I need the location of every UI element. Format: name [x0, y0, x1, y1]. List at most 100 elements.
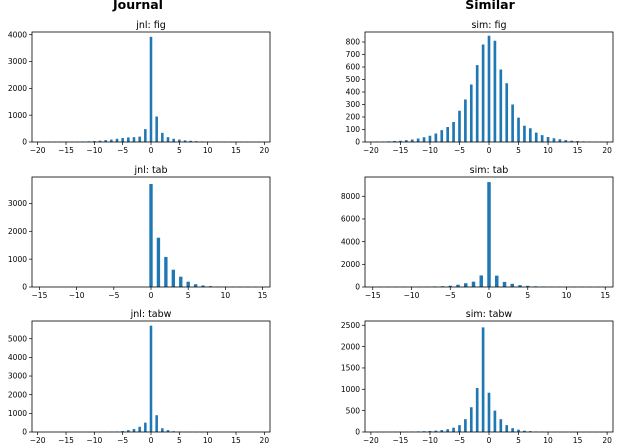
histogram-bar	[155, 116, 158, 142]
histogram-bar	[149, 325, 153, 432]
x-tick-label: −20	[363, 146, 379, 155]
x-tick-label: 5	[516, 146, 521, 155]
histogram-bar	[428, 135, 432, 142]
histogram-bar	[481, 327, 485, 432]
histogram-bar	[410, 139, 414, 142]
x-tick-label: 0	[487, 146, 492, 155]
y-tick-label: 5000	[8, 334, 27, 343]
histogram-bar	[452, 122, 455, 142]
histogram-bar	[161, 428, 164, 432]
histogram-bar	[132, 137, 136, 142]
histogram-bar	[440, 430, 444, 432]
histogram-bar	[155, 415, 158, 432]
y-tick-label: 2500	[341, 321, 360, 330]
histogram-bar	[517, 117, 520, 143]
y-tick-label: 500	[346, 75, 361, 84]
x-tick-label: 15	[600, 291, 610, 300]
histogram-bar	[446, 429, 449, 432]
subplot: jnl: tab −15 −10 −5 0 5 10 15 0 1000 2000 3000	[8, 165, 271, 300]
subplot-title: sim: tab	[470, 165, 509, 176]
histogram-bar	[161, 132, 164, 142]
y-tick-label: 4000	[8, 353, 27, 362]
x-tick-label: 20	[260, 436, 270, 445]
histogram-bar	[487, 392, 491, 432]
x-tick-label: −15	[393, 146, 409, 155]
y-tick-label: 2000	[341, 260, 360, 269]
x-tick-label: −5	[117, 146, 128, 155]
histogram-bar	[164, 256, 168, 287]
y-tick-label: 3000	[8, 199, 27, 208]
x-tick-label: 0	[149, 291, 154, 300]
histogram-bar	[493, 410, 497, 432]
histogram-bar	[523, 430, 526, 432]
subplot-grid: jnl: fig−20 −15 −10 −5 0 5 10 15 200100020003000…	[8, 20, 614, 445]
x-tick-label: −5	[108, 291, 119, 300]
y-tick-label: 700	[346, 50, 361, 59]
x-tick-label: −5	[454, 146, 465, 155]
y-tick-label: 4000	[8, 30, 27, 39]
x-tick-label: 15	[573, 436, 583, 445]
histogram-bar	[511, 428, 514, 432]
histogram-bar	[193, 284, 198, 287]
x-tick-label: 5	[525, 291, 530, 300]
histogram-bar	[149, 183, 153, 287]
histogram-bar	[493, 40, 497, 142]
x-tick-label: −15	[32, 291, 48, 300]
subplot: jnl: tabw −20 −15 −10 −5 0 5 10 15 20 0 1000 2000 300…	[8, 309, 271, 445]
histogram-bar	[475, 388, 479, 432]
histogram-bar	[166, 137, 170, 142]
x-tick-label: 10	[543, 436, 553, 445]
subplot: sim: tab −15 −10 −5 0 5 10 15 0 2000 4000 6000 8000	[341, 165, 614, 300]
histogram-bar	[552, 138, 556, 142]
x-tick-label: −15	[58, 436, 74, 445]
histogram-bar	[178, 139, 181, 142]
x-tick-label: 15	[573, 146, 583, 155]
y-tick-label: 0	[355, 428, 360, 437]
histogram-bar	[183, 140, 187, 142]
x-tick-label: −20	[30, 436, 46, 445]
histogram-bar	[127, 430, 130, 432]
histogram-bar	[518, 285, 522, 287]
histogram-bar	[469, 84, 473, 142]
histogram-bar	[546, 137, 550, 142]
histogram-bar	[458, 110, 461, 142]
histogram-bar	[511, 104, 514, 142]
y-tick-label: 600	[346, 63, 361, 72]
histogram-bar	[127, 137, 130, 142]
x-tick-label: 20	[602, 146, 612, 155]
histogram-bar	[186, 281, 190, 287]
x-tick-label: 5	[186, 291, 191, 300]
x-tick-label: 0	[149, 436, 154, 445]
y-tick-label: 8000	[341, 192, 360, 201]
y-tick-label: 0	[22, 283, 27, 292]
histogram-bar	[499, 69, 503, 142]
y-tick-label: 1000	[8, 255, 27, 264]
histogram-bar	[499, 419, 503, 432]
x-tick-label: −15	[393, 436, 409, 445]
subplot-title: jnl: tab	[133, 165, 167, 176]
histogram-bar	[456, 284, 460, 287]
column-title-journal: Journal	[112, 0, 163, 12]
histogram-bar	[138, 426, 141, 432]
histogram-bar	[138, 136, 141, 142]
y-tick-label: 2000	[8, 227, 27, 236]
y-tick-label: 1000	[341, 385, 360, 394]
histogram-bar	[393, 141, 396, 142]
histogram-bar	[440, 130, 444, 143]
y-tick-label: 6000	[341, 215, 360, 224]
histogram-bar	[104, 140, 107, 142]
subplot: sim: tabw −20 −15 −10 −5 0 5 10 15 20 0 500 1000 1500…	[341, 309, 614, 445]
histogram-bar	[517, 429, 520, 432]
histogram-bar	[502, 281, 507, 287]
histogram-bar	[121, 431, 124, 432]
histogram-bar	[510, 283, 514, 287]
x-tick-label: 15	[258, 291, 268, 300]
histogram-bar	[115, 138, 119, 142]
x-tick-label: −10	[422, 436, 438, 445]
histogram-bar	[458, 425, 461, 432]
y-tick-label: 4000	[341, 237, 360, 246]
subplot: sim: fig−20 −15 −10 −5 0 5 10 15 200100200300400…	[346, 20, 614, 155]
histogram-bar	[399, 140, 402, 142]
y-tick-label: 1000	[8, 409, 27, 418]
y-tick-label: 1500	[341, 364, 360, 373]
